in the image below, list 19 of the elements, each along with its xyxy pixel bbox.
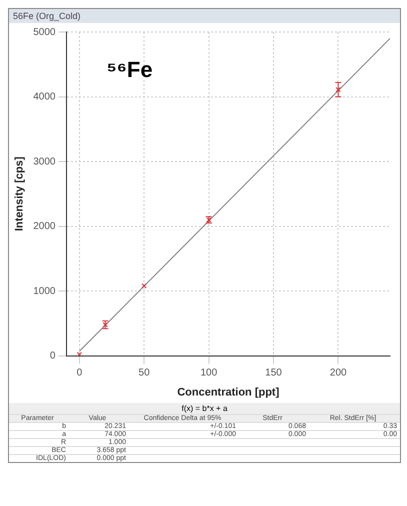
text: 56Fe (Org_Cold) (9, 9, 400, 23)
x-tick-label: 200 (330, 368, 348, 379)
text: ⁵⁶Fe (106, 57, 153, 82)
y-tick-label: 0 (50, 350, 56, 362)
x-tick-label: 0 (76, 368, 83, 379)
y-tick-label: 1000 (33, 286, 56, 297)
point (336, 87, 341, 92)
y-tick-label: 2000 (33, 221, 56, 232)
point (141, 283, 147, 288)
y-tick-label: 4000 (33, 92, 56, 103)
y-tick-label: 5000 (33, 26, 56, 38)
x-tick-label: 150 (265, 368, 282, 379)
x-tick-label: 50 (138, 368, 150, 379)
text: f(x) = b*x + a (9, 403, 400, 414)
y-tick-label: 3000 (33, 156, 56, 168)
y-axis-title: Intensity [cps] (14, 156, 26, 232)
point (76, 352, 82, 356)
x-tick-label: 100 (200, 368, 218, 379)
x-axis-title: Concentration [ppt] (177, 386, 280, 398)
